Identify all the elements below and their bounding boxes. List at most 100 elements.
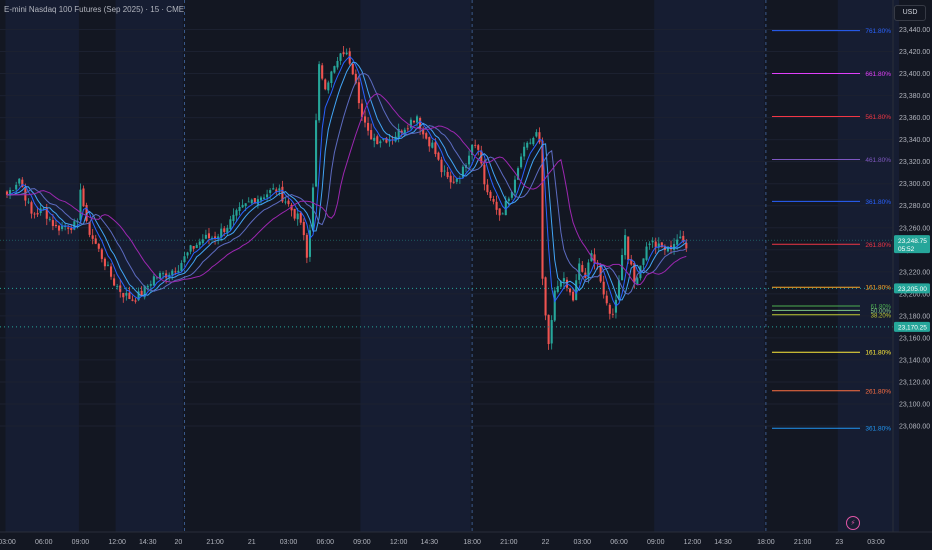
candle-body — [461, 166, 464, 178]
x-tick-label: 20 — [174, 539, 182, 546]
candle-body — [516, 168, 520, 180]
candle-body — [171, 270, 174, 275]
candle-body — [645, 246, 648, 260]
candle-body — [143, 285, 146, 298]
candle-body — [480, 150, 483, 164]
candle-body — [513, 179, 517, 193]
candle-body — [373, 137, 376, 141]
x-tick-label: 21 — [248, 539, 256, 546]
candle-body — [33, 213, 36, 215]
candle-body — [210, 237, 214, 240]
candle-body — [345, 52, 348, 55]
candle-body — [400, 130, 403, 133]
candle-body — [284, 201, 287, 203]
session-band — [654, 0, 765, 532]
candle-body — [5, 191, 9, 195]
candle-body — [648, 243, 651, 245]
candle-body — [526, 142, 529, 148]
candle-body — [12, 190, 15, 192]
session-band — [360, 0, 471, 532]
candle-body — [471, 144, 474, 156]
candle-body — [363, 116, 367, 123]
candle-body — [529, 142, 532, 144]
fib-level-label: 161.80% — [865, 285, 891, 292]
candle-body — [253, 198, 256, 204]
candle-body — [403, 129, 406, 135]
bolt-icon[interactable]: ⚡ — [846, 516, 860, 530]
candle-body — [409, 119, 412, 128]
candle-body — [48, 218, 51, 220]
candle-body — [449, 175, 452, 183]
fib-level-label: 161.80% — [865, 350, 891, 357]
candle-body — [544, 277, 547, 316]
candle-body — [492, 199, 495, 202]
fib-level-label: 661.80% — [865, 71, 891, 78]
price-level-tag-box — [894, 321, 930, 332]
candle-body — [152, 276, 155, 286]
candle-body — [269, 190, 272, 193]
candle-body — [311, 187, 315, 230]
candle-body — [617, 280, 621, 299]
candle-body — [158, 273, 162, 279]
fib-level-label: 561.80% — [865, 114, 891, 121]
x-tick-label: 06:00 — [35, 539, 53, 546]
candle-body — [226, 227, 229, 234]
candle-body — [30, 202, 33, 214]
fib-level-label: 461.80% — [865, 157, 891, 164]
candle-body — [541, 140, 544, 279]
candle-body — [244, 203, 247, 207]
candle-body — [538, 132, 541, 143]
candle-body — [192, 245, 195, 249]
fib-level-label: 38.20% — [871, 313, 892, 319]
candle-body — [67, 227, 70, 229]
candle-body — [27, 201, 30, 203]
candle-body — [654, 241, 657, 248]
candle-body — [113, 278, 116, 286]
candle-body — [507, 198, 510, 202]
price-level-tag-box — [894, 283, 930, 294]
candle-body — [523, 146, 526, 157]
y-tick-label: 23,320.00 — [899, 159, 930, 166]
candle-body — [275, 189, 278, 192]
x-tick-label: 21:00 — [794, 539, 812, 546]
candle-body — [302, 222, 305, 236]
currency-button[interactable]: USD — [894, 5, 926, 21]
candle-body — [85, 204, 88, 222]
candle-body — [79, 189, 82, 221]
candle-body — [431, 142, 434, 148]
candle-body — [633, 262, 636, 283]
x-tick-label: 21:00 — [206, 539, 224, 546]
candle-body — [581, 265, 584, 272]
candle-body — [131, 299, 134, 301]
fib-level-label: 261.80% — [865, 388, 891, 395]
candle-body — [220, 228, 223, 238]
x-tick-label: 22 — [542, 539, 550, 546]
y-tick-label: 23,140.00 — [899, 357, 930, 364]
x-tick-label: 06:00 — [316, 539, 334, 546]
candle-body — [572, 291, 575, 301]
candle-body — [385, 137, 388, 143]
candle-body — [425, 133, 428, 139]
y-tick-label: 23,300.00 — [899, 181, 930, 188]
candle-body — [489, 191, 492, 198]
candle-body — [321, 65, 324, 79]
candle-body — [651, 240, 654, 243]
x-tick-label: 21:00 — [500, 539, 518, 546]
last-price-tag: 23,248.75 — [898, 238, 927, 245]
candle-body — [106, 264, 110, 266]
candle-body — [189, 245, 192, 252]
candle-body — [419, 118, 422, 129]
candle-body — [229, 219, 232, 230]
candle-body — [679, 236, 682, 239]
candle-body — [428, 137, 431, 147]
price-level-tag: 23,170.25 — [898, 324, 927, 331]
candle-body — [498, 208, 501, 216]
candle-body — [510, 191, 513, 198]
candle-body — [599, 264, 602, 282]
candle-body — [624, 235, 627, 256]
y-tick-label: 23,100.00 — [899, 401, 930, 408]
moving-average-line — [7, 55, 687, 307]
candle-body — [673, 243, 676, 250]
candle-body — [149, 284, 152, 286]
